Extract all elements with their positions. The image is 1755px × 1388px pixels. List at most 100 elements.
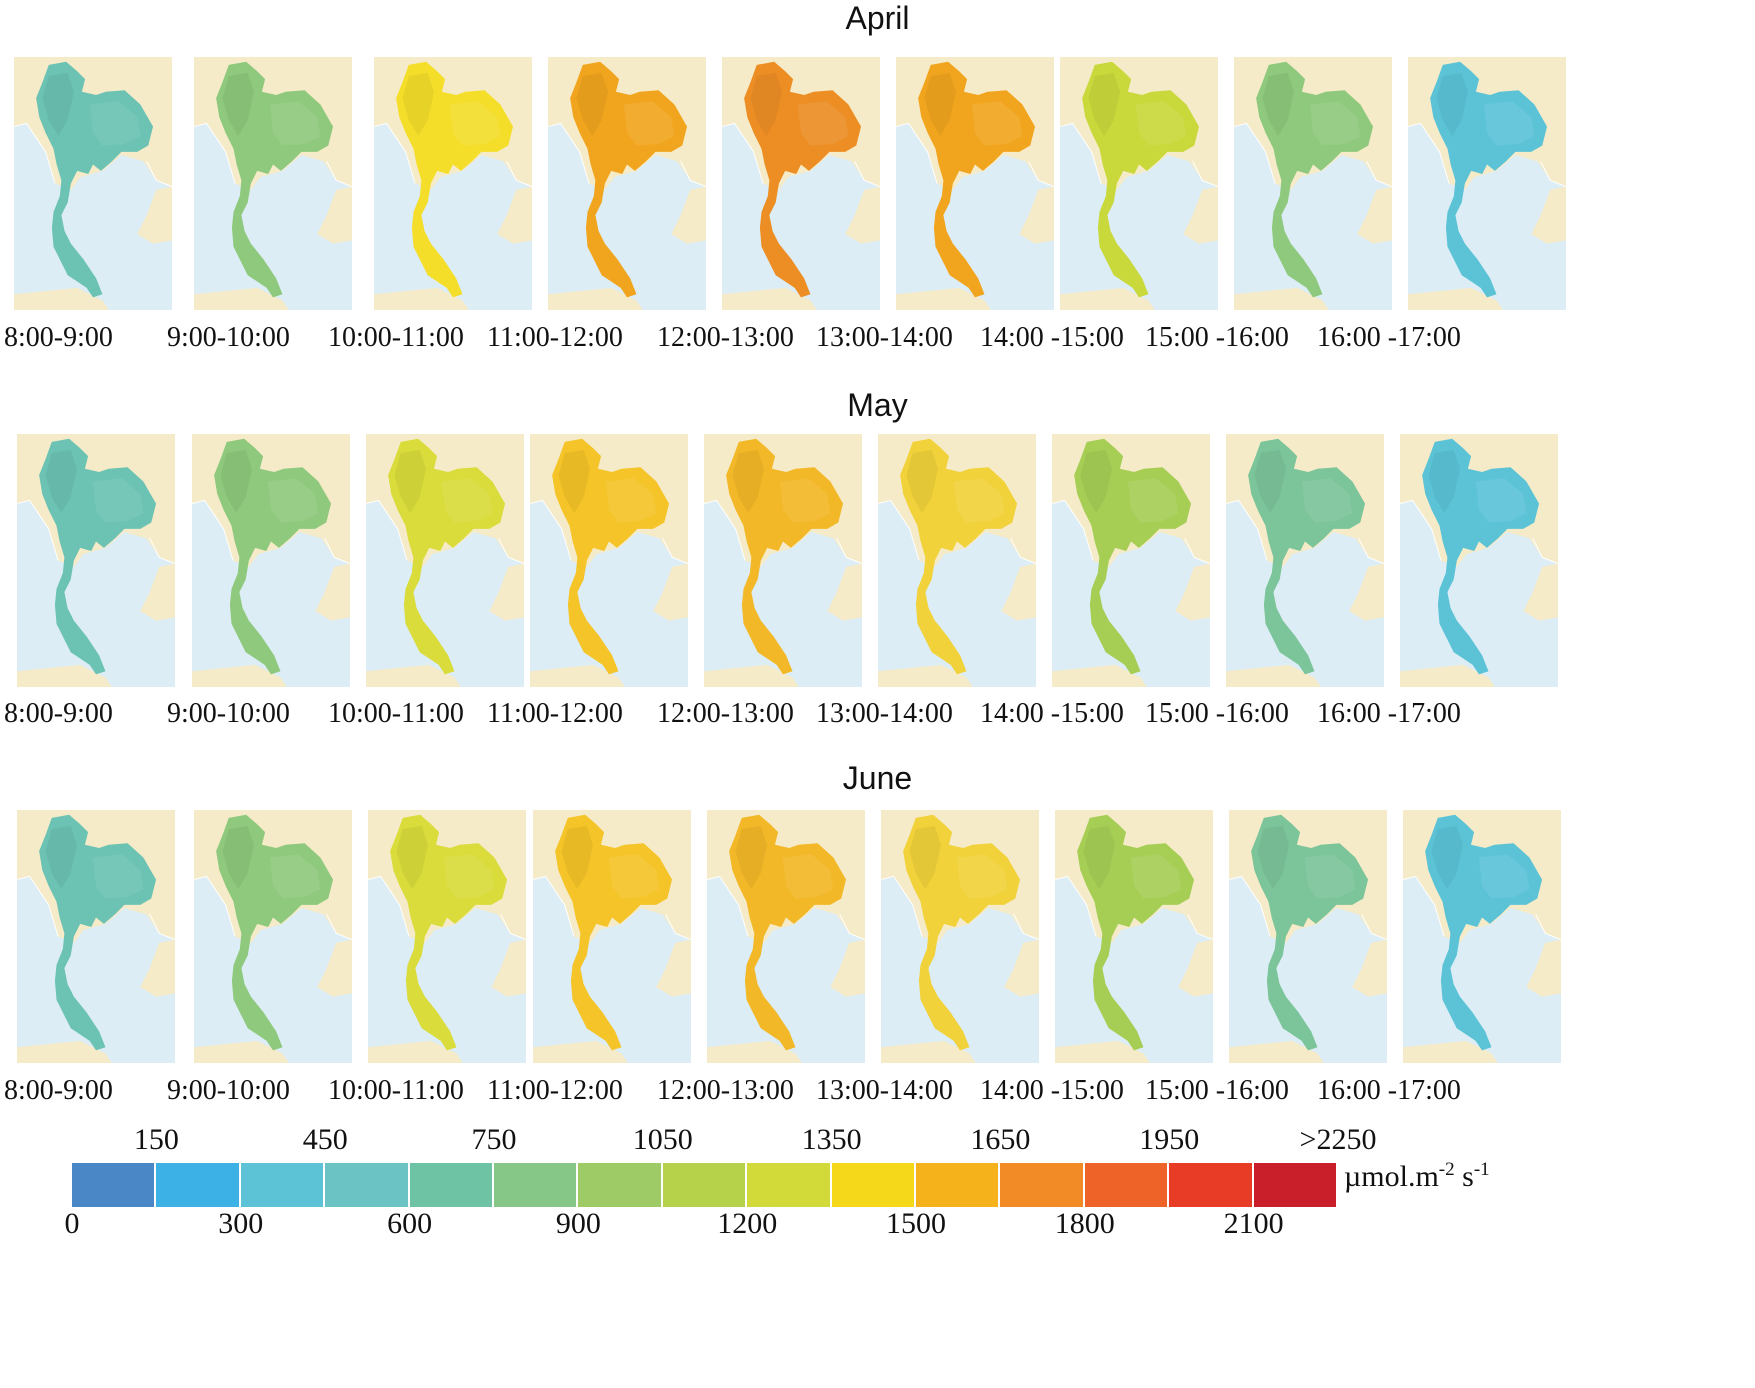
- heatmap-variation: [1127, 478, 1179, 523]
- map-panel: [1400, 434, 1558, 687]
- heatmap-variation: [782, 854, 834, 899]
- heatmap-variation-north: [1083, 825, 1116, 890]
- colorbar-bottom-label: 300: [218, 1207, 264, 1240]
- heatmap-variation: [1301, 478, 1353, 523]
- country-heatmap: [216, 61, 334, 298]
- time-label: 16:00 -17:00: [1317, 1075, 1461, 1106]
- colorbar-top-label: 1350: [801, 1123, 862, 1156]
- unit-text: µmol.m: [1344, 1160, 1439, 1193]
- neighbour-land-east: [1178, 939, 1213, 997]
- country-heatmap: [36, 61, 154, 298]
- country-heatmap: [396, 61, 514, 298]
- map-svg: [548, 57, 706, 310]
- map-svg: [878, 434, 1036, 687]
- map-svg: [1052, 434, 1210, 687]
- map-panel: [881, 810, 1039, 1063]
- time-label: 8:00-9:00: [4, 1075, 113, 1106]
- map-svg: [14, 57, 172, 310]
- neighbour-land-south: [722, 287, 817, 310]
- heatmap-variation-north: [45, 449, 78, 514]
- map-panel: [194, 810, 352, 1063]
- neighbour-land-south: [704, 664, 799, 687]
- time-label: 10:00-11:00: [328, 1075, 464, 1106]
- map-panel: [1055, 810, 1213, 1063]
- neighbour-land-south: [366, 664, 461, 687]
- neighbour-land-south: [1055, 1040, 1150, 1063]
- map-panel: [548, 57, 706, 310]
- neighbour-land-south: [194, 1040, 289, 1063]
- neighbour-land-east: [1004, 939, 1039, 997]
- heatmap-variation-north: [1254, 449, 1287, 514]
- map-panel: [1403, 810, 1561, 1063]
- map-svg: [707, 810, 865, 1063]
- country-heatmap: [1077, 814, 1195, 1051]
- country-heatmap: [1248, 438, 1366, 675]
- heatmap-variation-north: [1088, 72, 1121, 137]
- map-svg: [366, 434, 524, 687]
- map-svg: [533, 810, 691, 1063]
- neighbour-land-east: [827, 563, 862, 621]
- neighbour-land-south: [1229, 1040, 1324, 1063]
- map-panel: [194, 57, 352, 310]
- colorbar-unit: µmol.m-2 s-1: [1344, 1159, 1490, 1194]
- colorbar-top-label: 450: [302, 1123, 348, 1156]
- colorbar-segment: [831, 1163, 916, 1207]
- neighbour-land-east: [1531, 186, 1566, 244]
- country-heatmap: [726, 438, 844, 675]
- neighbour-land-east: [830, 939, 865, 997]
- map-svg: [881, 810, 1039, 1063]
- map-svg: [17, 434, 175, 687]
- heatmap-variation: [1304, 854, 1356, 899]
- neighbour-land-south: [14, 287, 109, 310]
- neighbour-land-east: [1352, 939, 1387, 997]
- heatmap-variation: [605, 478, 657, 523]
- country-heatmap: [1422, 438, 1540, 675]
- time-label: 11:00-12:00: [487, 322, 623, 353]
- time-label: 16:00 -17:00: [1317, 322, 1461, 353]
- heatmap-variation: [443, 854, 495, 899]
- neighbour-land-east: [491, 939, 526, 997]
- colorbar-bottom-label: 1200: [717, 1207, 778, 1240]
- country-heatmap: [390, 814, 508, 1051]
- country-heatmap: [216, 814, 334, 1051]
- country-heatmap: [900, 438, 1018, 675]
- neighbour-land-east: [1001, 563, 1036, 621]
- map-svg: [17, 810, 175, 1063]
- country-heatmap: [1425, 814, 1543, 1051]
- country-heatmap: [388, 438, 506, 675]
- colorbar-top-label: 1950: [1139, 1123, 1200, 1156]
- map-panel: [366, 434, 524, 687]
- neighbour-land-south: [17, 1040, 112, 1063]
- time-label: 8:00-9:00: [4, 698, 113, 729]
- heatmap-variation-north: [42, 72, 75, 137]
- time-label: 11:00-12:00: [487, 698, 623, 729]
- heatmap-variation: [267, 478, 319, 523]
- map-svg: [1229, 810, 1387, 1063]
- country-heatmap: [903, 814, 1021, 1051]
- map-panel: [707, 810, 865, 1063]
- neighbour-land-east: [140, 939, 175, 997]
- country-heatmap: [1082, 61, 1200, 298]
- time-label: 14:00 -15:00: [980, 322, 1124, 353]
- time-label: 12:00-13:00: [657, 322, 794, 353]
- country-heatmap: [570, 61, 688, 298]
- map-panel: [374, 57, 532, 310]
- colorbar-bottom-label: 1800: [1054, 1207, 1115, 1240]
- neighbour-land-south: [1403, 1040, 1498, 1063]
- neighbour-land-south: [1400, 664, 1495, 687]
- neighbour-land-south: [1234, 287, 1329, 310]
- time-label: 15:00 -16:00: [1145, 1075, 1289, 1106]
- heatmap-variation-north: [396, 825, 429, 890]
- colorbar-segment: [494, 1163, 579, 1207]
- colorbar-bottom-label: 2100: [1223, 1207, 1284, 1240]
- heatmap-variation: [269, 101, 321, 146]
- country-heatmap: [1256, 61, 1374, 298]
- colorbar-bottom-label: 0: [64, 1207, 80, 1240]
- map-svg: [1234, 57, 1392, 310]
- map-svg: [530, 434, 688, 687]
- neighbour-land-east: [497, 186, 532, 244]
- map-svg: [1408, 57, 1566, 310]
- colorbar-segment: [409, 1163, 494, 1207]
- neighbour-land-south: [707, 1040, 802, 1063]
- country-heatmap: [1251, 814, 1369, 1051]
